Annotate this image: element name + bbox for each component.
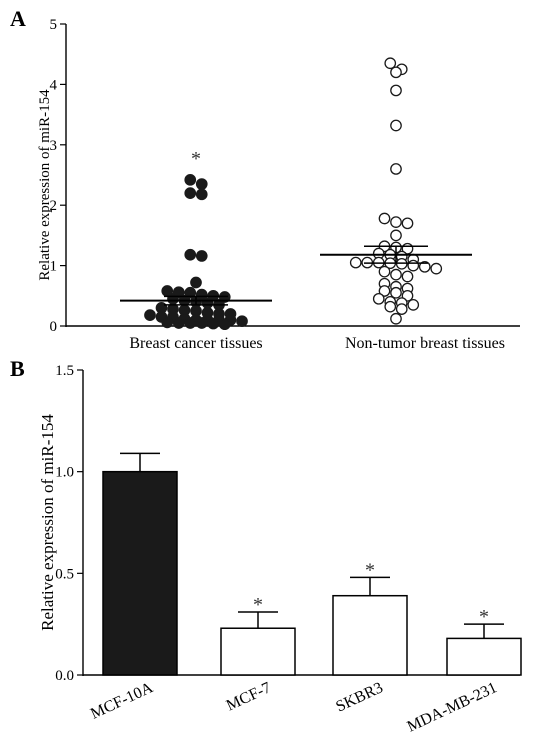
y-tick-label-a: 3 [50,138,58,154]
panel-letter-b: B [10,356,25,381]
data-point-normal [390,312,402,325]
x-category-label-b: MCF-10A [88,679,156,723]
x-category-label-a: Non-tumor breast tissues [345,335,505,352]
data-point-cancer [184,248,197,261]
data-point-cancer [190,276,202,289]
data-point-cancer [184,187,197,199]
x-category-label-b: MCF-7 [224,679,274,714]
data-point-cancer [195,250,208,262]
data-point-cancer [184,317,197,329]
x-category-label-a: Breast cancer tissues [129,335,262,352]
y-tick-label-b: 0.0 [55,668,74,684]
data-point-normal [384,57,397,70]
data-point-normal [390,268,402,281]
y-tick-label-b: 0.5 [55,566,74,582]
y-tick-label-a: 4 [50,77,58,93]
significance-marker: * [479,606,489,628]
data-point-normal [407,259,420,272]
y-tick-label-a: 5 [50,17,58,33]
data-point-cancer [195,317,208,329]
data-point-cancer [207,317,220,330]
significance-marker: * [253,594,263,616]
data-point-normal [390,229,402,242]
data-point-normal [378,285,391,297]
data-point-cancer [201,297,214,309]
y-axis-label-a: Relative expression of miR-154 [37,89,53,281]
data-point-normal [395,303,408,315]
data-point-cancer [144,309,156,321]
bar-mda-mb-231 [446,637,522,676]
data-point-normal [390,66,402,79]
data-point-cancer [161,316,174,329]
y-tick-label-b: 1.0 [55,465,74,481]
significance-marker: * [191,148,201,170]
y-tick-label-a: 2 [50,198,58,214]
data-point-cancer [172,317,185,329]
data-point-normal [390,163,402,175]
y-tick-label-a: 1 [50,259,58,275]
x-category-label-b: MDA-MB-231 [405,679,500,735]
data-point-normal [372,292,385,305]
data-point-cancer [195,188,208,201]
data-point-normal [390,216,402,228]
data-point-cancer [218,318,231,331]
data-point-normal [401,217,414,230]
significance-marker: * [365,559,375,581]
data-point-cancer [236,315,248,328]
x-category-label-b: SKBR3 [333,679,385,715]
data-point-normal [384,300,397,313]
panel-letter-a: A [10,6,26,31]
bar-mcf-7 [220,627,296,676]
panel-a: A 0 1 2 3 4 5 Relative expression of miR-154 * Br… [10,6,520,352]
data-point-normal [430,262,443,275]
data-point-normal [390,84,402,97]
panel-b: B 0.0 0.5 1.0 1.5 Relative expression of miR-… [10,356,522,736]
data-point-normal [390,119,402,132]
data-point-normal [378,265,391,278]
data-point-normal [418,260,431,273]
data-point-normal [390,286,402,299]
data-point-cancer [167,292,179,305]
data-point-cancer [184,286,197,299]
y-tick-label-b: 1.5 [55,363,74,379]
y-axis-label-b: Relative expression of miR-154 [38,414,57,631]
data-point-normal [407,299,420,311]
data-point-cancer [195,178,208,190]
y-tick-label-a: 0 [50,319,58,335]
data-point-normal [378,212,391,225]
data-point-normal [349,256,362,269]
data-point-normal [401,270,414,283]
bar-mcf-10a [102,470,178,676]
data-point-cancer [184,173,197,186]
bar-skbr3 [332,594,408,676]
